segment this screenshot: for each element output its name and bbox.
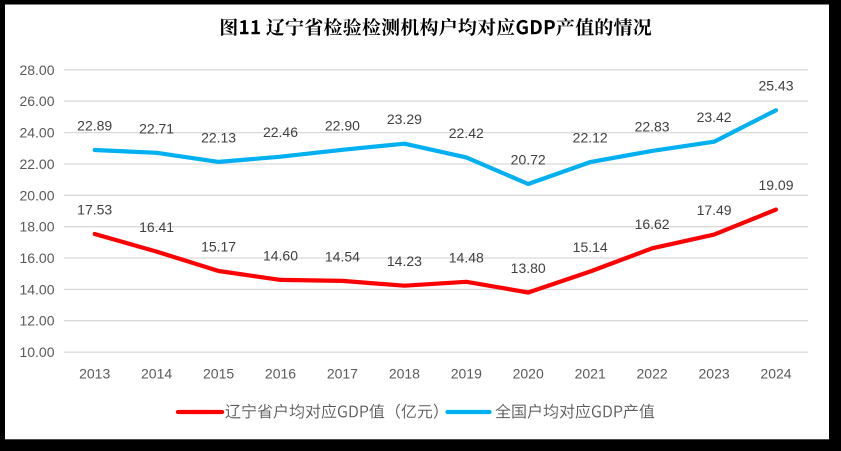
svg-text:26.00: 26.00 [19, 93, 54, 109]
svg-text:18.00: 18.00 [19, 219, 54, 235]
svg-text:22.46: 22.46 [263, 124, 298, 140]
svg-text:2017: 2017 [327, 366, 358, 382]
svg-text:13.80: 13.80 [511, 260, 546, 276]
svg-text:12.00: 12.00 [19, 313, 54, 329]
svg-text:17.53: 17.53 [77, 202, 112, 218]
svg-text:22.89: 22.89 [77, 118, 112, 134]
svg-text:14.54: 14.54 [325, 248, 360, 264]
svg-text:2016: 2016 [265, 366, 296, 382]
svg-text:22.90: 22.90 [325, 117, 360, 133]
svg-text:2019: 2019 [451, 366, 482, 382]
svg-text:22.71: 22.71 [139, 120, 174, 136]
svg-text:14.48: 14.48 [449, 249, 484, 265]
svg-text:28.00: 28.00 [19, 62, 54, 78]
svg-text:16.62: 16.62 [635, 216, 670, 232]
svg-text:15.17: 15.17 [201, 239, 236, 255]
svg-text:2024: 2024 [760, 366, 791, 382]
svg-text:15.14: 15.14 [573, 239, 608, 255]
svg-text:22.83: 22.83 [635, 118, 670, 134]
svg-text:2021: 2021 [575, 366, 606, 382]
svg-text:19.09: 19.09 [758, 177, 793, 193]
svg-text:25.43: 25.43 [758, 78, 793, 94]
svg-text:24.00: 24.00 [19, 125, 54, 141]
svg-text:2020: 2020 [513, 366, 544, 382]
svg-text:16.41: 16.41 [139, 219, 174, 235]
svg-text:23.42: 23.42 [697, 109, 732, 125]
svg-text:22.00: 22.00 [19, 156, 54, 172]
svg-text:2013: 2013 [79, 366, 110, 382]
svg-text:22.12: 22.12 [573, 130, 608, 146]
svg-text:14.00: 14.00 [19, 281, 54, 297]
svg-text:22.42: 22.42 [449, 125, 484, 141]
svg-text:2015: 2015 [203, 366, 234, 382]
svg-text:17.49: 17.49 [697, 202, 732, 218]
svg-text:14.23: 14.23 [387, 253, 422, 269]
svg-text:2023: 2023 [699, 366, 730, 382]
svg-text:2018: 2018 [389, 366, 420, 382]
svg-text:20.72: 20.72 [511, 152, 546, 168]
svg-text:2022: 2022 [637, 366, 668, 382]
svg-text:14.60: 14.60 [263, 247, 298, 263]
svg-text:23.29: 23.29 [387, 111, 422, 127]
svg-text:2014: 2014 [141, 366, 172, 382]
svg-text:22.13: 22.13 [201, 129, 236, 145]
svg-text:16.00: 16.00 [19, 250, 54, 266]
svg-text:20.00: 20.00 [19, 187, 54, 203]
svg-text:10.00: 10.00 [19, 344, 54, 360]
